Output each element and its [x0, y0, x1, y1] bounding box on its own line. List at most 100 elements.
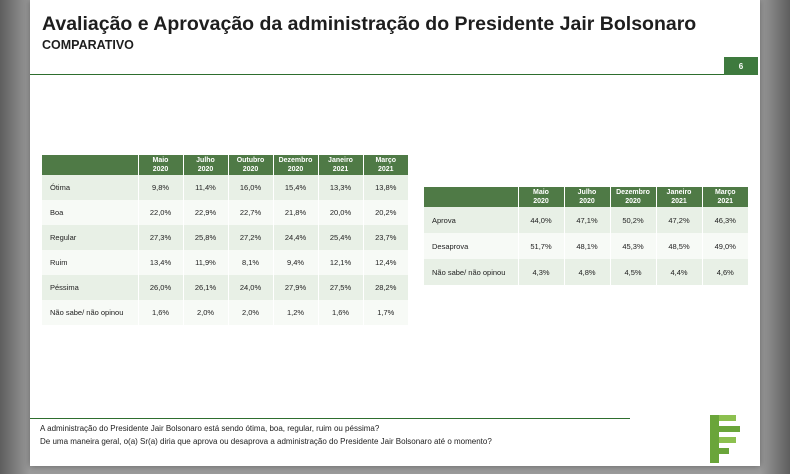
cell-value: 13,3%	[317, 175, 363, 200]
cell-value: 4,3%	[517, 259, 564, 285]
cell-value: 26,1%	[182, 275, 228, 300]
column-month: Janeiro	[328, 157, 353, 164]
column-month: Março	[375, 157, 397, 164]
evaluation-row: Boa 22,0% 22,9% 22,7% 21,8% 20,0% 20,2%	[42, 200, 408, 225]
evaluation-row: Ruim 13,4% 11,9% 8,1% 9,4% 12,1% 12,4%	[42, 250, 408, 275]
cell-value: 13,4%	[137, 250, 183, 275]
cell-value: 20,2%	[362, 200, 408, 225]
cell-value: 25,4%	[317, 225, 363, 250]
footer-divider	[30, 418, 630, 419]
column-year: 2021	[717, 198, 734, 205]
page-number-badge: 6	[724, 57, 758, 75]
column-month: Março	[714, 189, 736, 196]
cell-value: 4,6%	[701, 259, 748, 285]
cell-value: 1,7%	[362, 300, 408, 325]
column-year: 2020	[152, 166, 169, 173]
cell-value: 28,2%	[362, 275, 408, 300]
cell-value: 4,5%	[609, 259, 656, 285]
column-month: Janeiro	[666, 189, 692, 196]
cell-value: 27,2%	[227, 225, 273, 250]
header-divider	[30, 74, 724, 75]
cell-value: 48,5%	[655, 233, 702, 259]
evaluation-column-header: Maio 2020	[137, 155, 183, 175]
header-corner	[42, 155, 138, 175]
column-year: 2020	[579, 198, 595, 205]
cell-value: 47,1%	[563, 207, 610, 233]
cell-value: 4,4%	[655, 259, 702, 285]
cell-value: 21,8%	[272, 200, 318, 225]
column-year: 2020	[242, 166, 259, 173]
cell-value: 20,0%	[317, 200, 363, 225]
cell-value: 46,3%	[701, 207, 748, 233]
approval-row: Não sabe/ não opinou 4,3% 4,8% 4,5% 4,4% 4,6%	[424, 259, 748, 285]
evaluation-row: Péssima 26,0% 26,1% 24,0% 27,9% 27,5% 28,2%	[42, 275, 408, 300]
evaluation-column-header: Janeiro 2021	[317, 155, 363, 175]
column-month: Julho	[577, 189, 597, 196]
column-year: 2020	[625, 198, 641, 205]
evaluation-table: Maio 2020 Julho 2020 Outubro 2020 Dezembro 2020…	[42, 155, 408, 325]
cell-value: 9,4%	[272, 250, 318, 275]
cell-value: 44,0%	[517, 207, 564, 233]
cell-value: 22,7%	[227, 200, 273, 225]
row-label: Ruim	[42, 250, 138, 275]
cell-value: 12,1%	[317, 250, 363, 275]
cell-value: 25,8%	[182, 225, 228, 250]
column-month: Outubro	[236, 157, 265, 164]
cell-value: 13,8%	[362, 175, 408, 200]
question-approval: De uma maneira geral, o(a) Sr(a) diria q…	[40, 437, 492, 446]
cell-value: 45,3%	[609, 233, 656, 259]
cell-value: 4,8%	[563, 259, 610, 285]
page-title: Avaliação e Aprovação da administração d…	[42, 13, 697, 35]
evaluation-column-header: Outubro 2020	[227, 155, 273, 175]
cell-value: 26,0%	[137, 275, 183, 300]
cell-value: 1,2%	[272, 300, 318, 325]
cell-value: 9,8%	[137, 175, 183, 200]
evaluation-column-header: Dezembro 2020	[272, 155, 318, 175]
cell-value: 11,4%	[182, 175, 228, 200]
cell-value: 2,0%	[227, 300, 273, 325]
column-year: 2020	[287, 166, 304, 173]
cell-value: 27,9%	[272, 275, 318, 300]
approval-row: Desaprova 51,7% 48,1% 45,3% 48,5% 49,0%	[424, 233, 748, 259]
slide: Avaliação e Aprovação da administração d…	[30, 0, 760, 466]
row-label: Não sabe/ não opinou	[424, 259, 518, 285]
approval-column-header: Julho 2020	[563, 187, 610, 207]
row-label: Aprova	[424, 207, 518, 233]
evaluation-row: Não sabe/ não opinou 1,6% 2,0% 2,0% 1,2% 1,6%…	[42, 300, 408, 325]
column-month: Dezembro	[616, 189, 650, 196]
evaluation-row: Regular 27,3% 25,8% 27,2% 24,4% 25,4% 23,7%	[42, 225, 408, 250]
evaluation-table-header: Maio 2020 Julho 2020 Outubro 2020 Dezembro 2020…	[42, 155, 408, 175]
cell-value: 2,0%	[182, 300, 228, 325]
row-label: Boa	[42, 200, 138, 225]
cell-value: 48,1%	[563, 233, 610, 259]
cell-value: 23,7%	[362, 225, 408, 250]
cell-value: 24,0%	[227, 275, 273, 300]
column-year: 2021	[377, 166, 394, 173]
cell-value: 16,0%	[227, 175, 273, 200]
approval-column-header: Maio 2020	[517, 187, 564, 207]
approval-column-header: Março 2021	[701, 187, 748, 207]
cell-value: 22,0%	[137, 200, 183, 225]
cell-value: 15,4%	[272, 175, 318, 200]
row-label: Péssima	[42, 275, 138, 300]
cell-value: 50,2%	[609, 207, 656, 233]
approval-row: Aprova 44,0% 47,1% 50,2% 47,2% 46,3%	[424, 207, 748, 233]
cell-value: 27,5%	[317, 275, 363, 300]
column-month: Dezembro	[278, 157, 313, 164]
row-label: Regular	[42, 225, 138, 250]
row-label: Não sabe/ não opinou	[42, 300, 138, 325]
cell-value: 1,6%	[317, 300, 363, 325]
cell-value: 47,2%	[655, 207, 702, 233]
column-year: 2020	[197, 166, 214, 173]
evaluation-column-header: Março 2021	[362, 155, 408, 175]
cell-value: 27,3%	[137, 225, 183, 250]
pollster-logo-icon	[710, 415, 740, 463]
column-year: 2021	[332, 166, 349, 173]
cell-value: 22,9%	[182, 200, 228, 225]
cell-value: 11,9%	[182, 250, 228, 275]
approval-table-header: Maio 2020 Julho 2020 Dezembro 2020 Janeiro 2021…	[424, 187, 748, 207]
cell-value: 8,1%	[227, 250, 273, 275]
row-label: Desaprova	[424, 233, 518, 259]
page-subtitle: COMPARATIVO	[42, 38, 134, 52]
